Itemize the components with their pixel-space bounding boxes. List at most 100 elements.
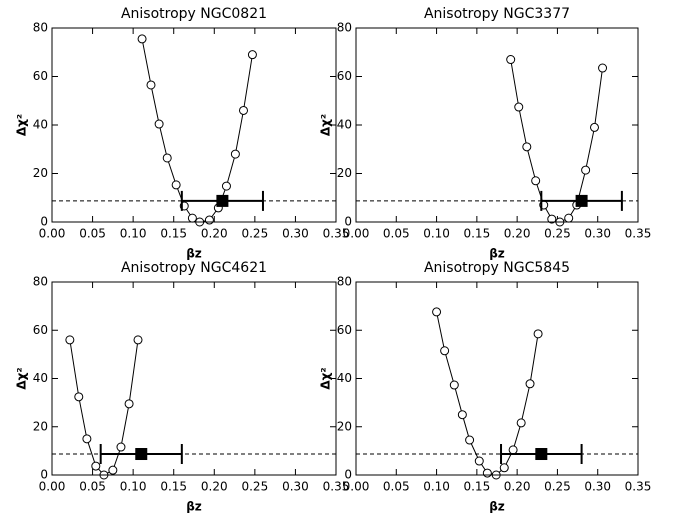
- y-tick-label: 0: [40, 468, 48, 482]
- point: [598, 63, 608, 73]
- x-tick-label: 0.10: [423, 227, 450, 241]
- point: [108, 465, 118, 475]
- panel-title: Anisotropy NGC4621: [121, 260, 267, 276]
- y-axis-label: Δχ²: [15, 367, 29, 389]
- y-axis-label: Δχ²: [319, 367, 333, 389]
- x-tick-label: 0.35: [323, 227, 350, 241]
- point: [146, 80, 156, 90]
- x-tick-label: 0.30: [584, 480, 611, 494]
- x-tick-label: 0.30: [584, 227, 611, 241]
- y-axis-label: Δχ²: [319, 114, 333, 136]
- x-tick-label: 0.00: [343, 480, 370, 494]
- x-tick-label: 0.10: [120, 227, 147, 241]
- x-tick-label: 0.05: [79, 227, 106, 241]
- point: [514, 102, 524, 112]
- x-tick-label: 0.15: [160, 227, 187, 241]
- y-tick-label: 20: [337, 166, 352, 180]
- best-fit: [135, 448, 148, 461]
- point: [74, 392, 84, 402]
- point: [564, 213, 574, 223]
- y-tick-label: 60: [33, 323, 48, 337]
- point: [221, 181, 231, 191]
- y-tick-label: 40: [337, 371, 352, 385]
- x-tick-label: 0.25: [544, 480, 571, 494]
- plot-frame: [355, 281, 639, 476]
- point: [230, 149, 240, 159]
- x-tick-label: 0.35: [625, 480, 652, 494]
- x-tick-label: 0.00: [343, 227, 370, 241]
- y-tick-label: 60: [337, 69, 352, 83]
- curve: [436, 311, 539, 476]
- x-tick-label: 0.20: [504, 480, 531, 494]
- point: [133, 335, 143, 345]
- x-tick-label: 0.20: [504, 227, 531, 241]
- point: [506, 55, 516, 65]
- point: [187, 213, 197, 223]
- point: [457, 410, 467, 420]
- point: [171, 180, 181, 190]
- x-tick-label: 0.30: [282, 227, 309, 241]
- point: [124, 399, 134, 409]
- x-axis-label: βz: [489, 247, 505, 261]
- x-tick-label: 0.15: [463, 480, 490, 494]
- y-tick-label: 40: [33, 371, 48, 385]
- point: [82, 434, 92, 444]
- point: [499, 463, 509, 473]
- point: [474, 456, 484, 466]
- x-tick-label: 0.00: [39, 480, 66, 494]
- point: [508, 445, 518, 455]
- point: [581, 165, 591, 175]
- point: [525, 379, 535, 389]
- point: [432, 307, 442, 317]
- x-tick-label: 0.05: [383, 227, 410, 241]
- point: [440, 346, 450, 356]
- x-tick-label: 0.35: [323, 480, 350, 494]
- point: [516, 418, 526, 428]
- point: [116, 442, 126, 452]
- x-tick-label: 0.10: [120, 480, 147, 494]
- point: [482, 468, 492, 478]
- y-tick-label: 80: [33, 21, 48, 35]
- plot-frame: [51, 281, 337, 476]
- x-tick-label: 0.35: [625, 227, 652, 241]
- point: [522, 142, 532, 152]
- point: [154, 119, 164, 129]
- x-tick-label: 0.25: [241, 227, 268, 241]
- x-tick-label: 0.00: [39, 227, 66, 241]
- y-tick-label: 40: [33, 118, 48, 132]
- y-tick-label: 40: [337, 118, 352, 132]
- y-tick-label: 80: [33, 275, 48, 289]
- curve: [141, 38, 253, 223]
- best-fit: [575, 194, 588, 207]
- y-tick-label: 0: [40, 215, 48, 229]
- x-tick-label: 0.10: [423, 480, 450, 494]
- x-tick-label: 0.20: [201, 480, 228, 494]
- x-axis-label: βz: [186, 500, 202, 514]
- point: [238, 105, 248, 115]
- y-axis-label: Δχ²: [15, 114, 29, 136]
- point: [162, 153, 172, 163]
- point: [547, 214, 557, 224]
- x-tick-label: 0.30: [282, 480, 309, 494]
- y-tick-label: 80: [337, 21, 352, 35]
- x-tick-label: 0.15: [463, 227, 490, 241]
- x-tick-label: 0.05: [79, 480, 106, 494]
- y-tick-label: 20: [337, 419, 352, 433]
- point: [65, 335, 75, 345]
- y-tick-label: 60: [33, 69, 48, 83]
- point: [91, 461, 101, 471]
- y-tick-label: 20: [33, 166, 48, 180]
- point: [247, 50, 257, 60]
- point: [589, 122, 599, 132]
- x-tick-label: 0.25: [544, 227, 571, 241]
- x-tick-label: 0.20: [201, 227, 228, 241]
- curve: [510, 59, 604, 223]
- x-axis-label: βz: [489, 500, 505, 514]
- point: [137, 34, 147, 44]
- point: [449, 380, 459, 390]
- x-tick-label: 0.05: [383, 480, 410, 494]
- panel-title: Anisotropy NGC0821: [121, 6, 267, 22]
- y-tick-label: 80: [337, 275, 352, 289]
- x-tick-label: 0.25: [241, 480, 268, 494]
